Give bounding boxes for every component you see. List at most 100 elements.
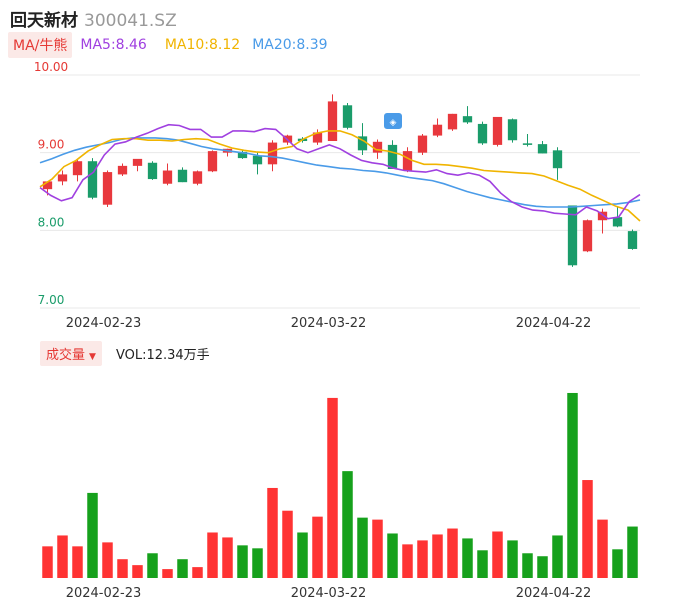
volume-x-tick-label: 2024-04-22 — [516, 586, 592, 601]
candle-body — [567, 205, 578, 266]
event-marker-badge[interactable] — [384, 113, 402, 129]
volume-bar — [582, 480, 593, 578]
moving-average-lines — [39, 123, 641, 222]
volume-bar — [252, 548, 263, 578]
candle-body — [207, 151, 218, 172]
volume-x-tick-label: 2024-02-23 — [66, 586, 142, 601]
volume-bar — [177, 559, 188, 578]
volume-tag-label: 成交量 — [46, 348, 86, 363]
ma10-line — [39, 130, 641, 222]
stock-name: 回天新材 — [10, 11, 78, 31]
volume-bar — [477, 550, 488, 578]
x-tick-label: 2024-02-23 — [66, 316, 142, 331]
candle-body — [117, 165, 128, 175]
candle-body — [162, 170, 173, 184]
volume-bar — [72, 546, 83, 578]
candle-body — [342, 105, 353, 128]
candle-body — [612, 217, 623, 227]
volume-bar — [357, 517, 368, 578]
ma10-value: MA10:8.12 — [164, 37, 241, 53]
volume-bar — [237, 545, 248, 578]
ma5-line — [39, 123, 641, 220]
volume-bar — [222, 537, 233, 578]
volume-bar — [447, 528, 458, 578]
candle-body — [477, 123, 488, 144]
volume-bar — [297, 532, 308, 578]
candle-body — [177, 169, 188, 183]
volume-bar — [627, 526, 638, 578]
ma5-value: MA5:8.46 — [80, 37, 147, 53]
volume-bar — [267, 487, 278, 578]
volume-bar — [567, 392, 578, 578]
candle-body — [417, 135, 428, 153]
stock-code: 300041.SZ — [84, 11, 177, 31]
volume-bar — [342, 471, 353, 578]
volume-bar — [162, 569, 173, 578]
volume-bar — [402, 544, 413, 578]
candle-body — [237, 151, 248, 159]
candle-body — [627, 231, 638, 249]
volume-bar — [207, 532, 218, 578]
volume-bar — [87, 492, 98, 578]
dropdown-caret-icon: ▼ — [89, 352, 96, 362]
y-tick-label: 7.00 — [38, 293, 65, 307]
candle-body — [72, 161, 83, 176]
candlesticks — [42, 94, 638, 267]
volume-bar — [462, 538, 473, 578]
candle-body — [402, 151, 413, 171]
y-tick-label: 8.00 — [38, 215, 65, 229]
volume-bar — [507, 540, 518, 578]
candle-body — [387, 144, 398, 169]
candle-body — [57, 174, 68, 182]
volume-indicator-selector[interactable]: 成交量 ▼ — [40, 341, 102, 366]
candle-body — [507, 119, 518, 141]
candle-body — [537, 144, 548, 154]
candle-body — [87, 161, 98, 198]
volume-bar — [552, 535, 563, 578]
event-marker[interactable]: ◈ — [384, 113, 402, 129]
candle-body — [372, 141, 383, 153]
price-axis: 10.00 9.00 8.00 7.00 — [34, 60, 68, 307]
y-tick-label: 10.00 — [34, 60, 68, 74]
candle-body — [357, 136, 368, 151]
ma20-line — [39, 137, 641, 208]
volume-bar — [57, 535, 68, 578]
candle-body — [42, 181, 53, 190]
price-grid — [40, 74, 640, 309]
volume-bar — [432, 534, 443, 578]
event-marker-icon: ◈ — [390, 118, 397, 128]
volume-legend: 成交量 ▼ VOL:12.34万手 — [40, 341, 210, 366]
volume-bar — [117, 559, 128, 578]
volume-bar — [147, 553, 158, 578]
candle-body — [132, 158, 143, 166]
candle-body — [522, 143, 533, 145]
volume-bar — [102, 542, 113, 578]
volume-bar — [282, 510, 293, 578]
volume-bar — [42, 546, 53, 578]
volume-value: VOL:12.34万手 — [115, 348, 210, 363]
candle-body — [252, 155, 263, 165]
ma-legend: MA/牛熊 MA5:8.46 MA10:8.12 MA20:8.39 — [8, 32, 328, 58]
candle-body — [492, 116, 503, 145]
volume-x-tick-label: 2024-03-22 — [291, 586, 367, 601]
volume-bar — [327, 397, 338, 578]
candle-body — [462, 116, 473, 123]
x-tick-label: 2024-03-22 — [291, 316, 367, 331]
ma20-value: MA20:8.39 — [252, 37, 328, 53]
ma-indicator-selector[interactable]: MA/牛熊 — [8, 32, 73, 58]
volume-bar — [537, 556, 548, 578]
volume-bar — [417, 540, 428, 578]
candle-body — [267, 142, 278, 165]
candle-body — [552, 150, 563, 169]
volume-bar — [312, 516, 323, 578]
date-axis: 2024-02-23 2024-03-22 2024-04-22 — [66, 316, 592, 331]
y-tick-label: 9.00 — [38, 138, 65, 152]
volume-bar — [387, 533, 398, 578]
volume-bar — [522, 553, 533, 578]
candle-body — [192, 171, 203, 184]
candle-body — [327, 101, 338, 142]
candle-body — [312, 132, 323, 143]
volume-date-axis: 2024-02-23 2024-03-22 2024-04-22 — [66, 586, 592, 601]
candle-body — [102, 172, 113, 205]
